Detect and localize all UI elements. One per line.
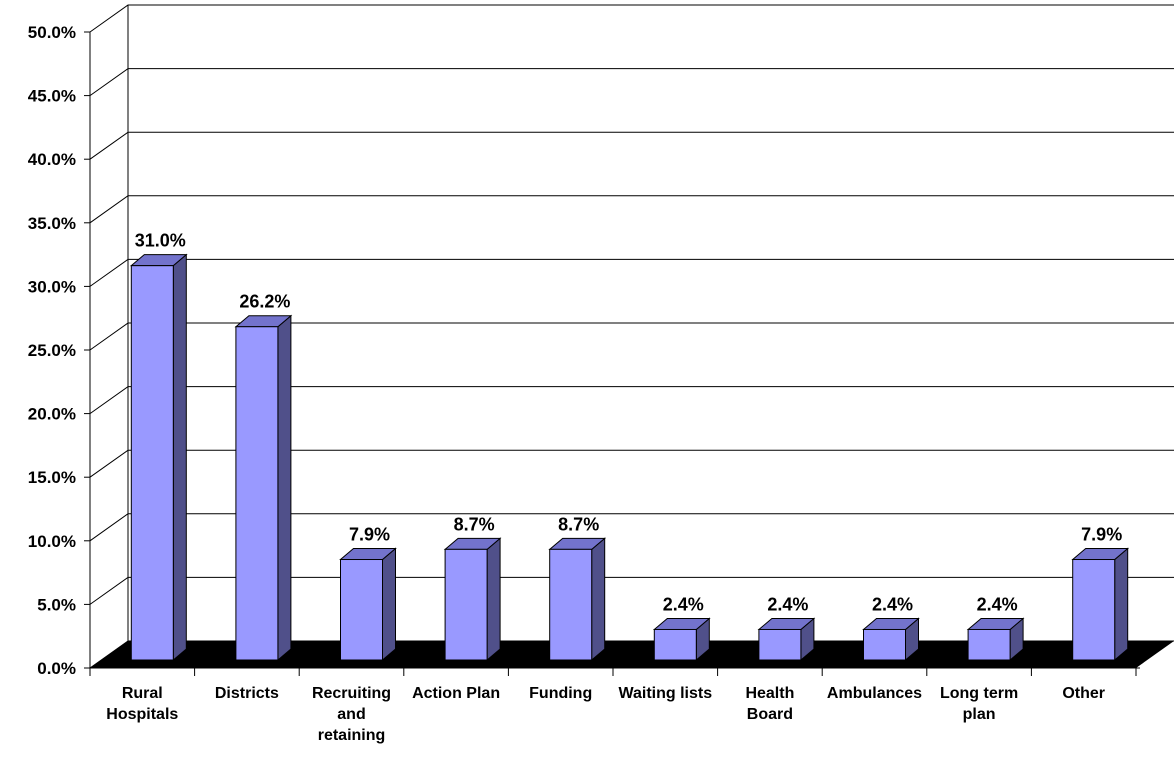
data-label: 8.7% xyxy=(558,514,599,534)
y-tick-label: 45.0% xyxy=(28,87,76,106)
gridline xyxy=(89,449,1174,478)
bar-side xyxy=(382,547,396,662)
gridline xyxy=(89,258,1174,287)
bar xyxy=(966,617,1025,662)
y-tick-label: 30.0% xyxy=(28,277,76,296)
data-label: 2.4% xyxy=(767,594,808,614)
x-category-label: Health Board xyxy=(745,685,794,723)
x-category-label: Funding xyxy=(529,685,592,702)
x-category-label: Waiting lists xyxy=(618,685,712,702)
gridline xyxy=(89,195,1174,224)
bar xyxy=(862,617,920,662)
bar-front xyxy=(758,628,802,661)
data-label: 31.0% xyxy=(135,231,186,251)
gridline xyxy=(89,386,1174,415)
bar-front xyxy=(549,548,593,661)
bar-side xyxy=(1114,547,1129,662)
x-category-label: Other xyxy=(1062,685,1105,702)
data-label: 7.9% xyxy=(349,525,390,545)
bar-front xyxy=(340,559,383,661)
bar-front xyxy=(130,265,174,661)
y-tick-label: 0.0% xyxy=(37,659,76,678)
y-tick-label: 20.0% xyxy=(28,405,76,424)
gridline xyxy=(89,4,1174,33)
bar xyxy=(1071,547,1130,662)
bar xyxy=(339,547,397,662)
bar-front xyxy=(235,326,279,661)
bars xyxy=(129,253,1130,662)
data-label: 2.4% xyxy=(663,594,704,614)
gridline xyxy=(89,322,1174,351)
bar-front xyxy=(863,628,906,661)
y-tick-label: 10.0% xyxy=(28,532,76,551)
bar xyxy=(234,314,293,662)
data-labels: 31.0% 26.2% 7.9% 8.7% 8.7% 2.4% 2.4% 2.4% 2.4% 7.… xyxy=(135,231,1122,615)
x-category-label: Rural Hospitals xyxy=(106,685,178,723)
y-tick-label: 15.0% xyxy=(28,468,76,487)
y-tick-label: 50.0% xyxy=(28,23,76,42)
x-category-label: Districts xyxy=(215,685,279,702)
bar xyxy=(443,537,502,662)
gridline xyxy=(89,576,1174,605)
data-label: 2.4% xyxy=(977,594,1018,614)
bar-front xyxy=(444,548,488,661)
x-axis-category-labels: Rural Hospitals Districts Recruiting and reta… xyxy=(106,685,1105,744)
data-label: 7.9% xyxy=(1081,525,1122,545)
y-axis-tick-labels: 0.0% 5.0% 10.0% 15.0% 20.0% 25.0% 30.0% 35.0% 40… xyxy=(28,23,90,678)
gridlines xyxy=(89,4,1174,669)
x-category-label: Ambulances xyxy=(827,685,922,702)
bar-front xyxy=(967,628,1011,661)
bar-side xyxy=(172,253,187,662)
gridline xyxy=(89,68,1174,97)
bar-side xyxy=(277,314,292,662)
x-category-label: Recruiting and retaining xyxy=(312,685,391,744)
data-label: 8.7% xyxy=(454,514,495,534)
x-category-label: Action Plan xyxy=(412,685,500,702)
bar xyxy=(548,537,607,662)
bar xyxy=(129,253,188,662)
gridline xyxy=(89,131,1174,160)
bar-front xyxy=(1072,559,1116,661)
bar-side xyxy=(486,537,501,662)
bar-side xyxy=(591,537,606,662)
data-label: 26.2% xyxy=(239,292,290,312)
data-label: 2.4% xyxy=(872,594,913,614)
bar xyxy=(757,617,816,662)
y-tick-label: 40.0% xyxy=(28,150,76,169)
gridline xyxy=(89,513,1174,542)
y-tick-label: 25.0% xyxy=(28,341,76,360)
y-tick-label: 5.0% xyxy=(37,595,76,614)
bar xyxy=(652,617,711,662)
bar-front xyxy=(653,628,697,661)
y-tick-label: 35.0% xyxy=(28,214,76,233)
x-category-label: Long term plan xyxy=(940,685,1018,723)
